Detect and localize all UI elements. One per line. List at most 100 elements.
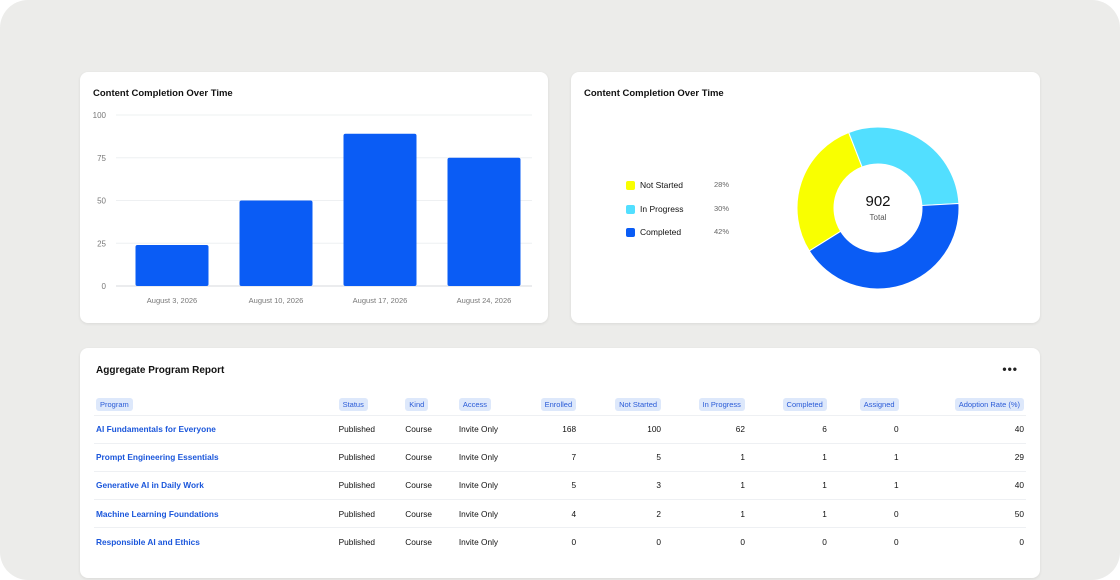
donut-chart-title: Content Completion Over Time xyxy=(584,88,724,99)
column-header-label: Status xyxy=(338,397,368,411)
table-cell: 62 xyxy=(663,414,747,444)
legend-swatch xyxy=(626,204,635,214)
table-cell: 4 xyxy=(531,499,579,528)
program-link[interactable]: Prompt Engineering Essentials xyxy=(94,442,337,472)
table-cell: 0 xyxy=(828,499,901,528)
more-options-button[interactable]: ••• xyxy=(1002,362,1018,376)
table-cell: Course xyxy=(403,527,457,556)
x-tick-label: August 24, 2026 xyxy=(457,296,512,305)
legend-swatch xyxy=(626,228,635,237)
table-row[interactable]: Machine Learning Foundations Published Cou… xyxy=(94,499,1026,528)
program-report-table: Program Status Kind Access Enrolled Not Start… xyxy=(94,391,1026,556)
donut-slice xyxy=(796,131,863,252)
bar xyxy=(135,244,209,286)
table-header-row: Program Status Kind Access Enrolled Not Start… xyxy=(94,391,1026,415)
table-cell: 168 xyxy=(531,414,579,444)
column-header[interactable]: Status xyxy=(337,391,404,415)
legend-percent: 42% xyxy=(714,227,730,236)
table-cell: 0 xyxy=(900,527,1026,556)
column-header-label: Assigned xyxy=(859,397,899,411)
bar-chart-title: Content Completion Over Time xyxy=(93,88,233,99)
bar xyxy=(447,157,521,286)
y-tick-label: 100 xyxy=(93,111,107,120)
bar-chart: 0 25 50 75 100 August 3, 2026 August 10, 2026 A… xyxy=(93,111,532,305)
y-tick-label: 25 xyxy=(97,239,106,248)
legend-item-not-started: Not Started 28% xyxy=(626,180,736,204)
column-header[interactable]: Adoption Rate (%) xyxy=(901,391,1026,415)
legend-swatch xyxy=(626,181,635,190)
program-link[interactable]: Responsible AI and Ethics xyxy=(94,527,337,556)
legend-item-completed: Completed 42% xyxy=(626,227,736,251)
bar-chart-card: Content Completion Over Time 0 25 50 75 100 A… xyxy=(80,72,548,323)
table-cell: 1 xyxy=(663,499,747,528)
table-row[interactable]: Prompt Engineering Essentials Published Co… xyxy=(94,442,1026,472)
table-cell: 100 xyxy=(578,414,664,444)
column-header[interactable]: Kind xyxy=(403,391,457,415)
column-header[interactable]: Assigned xyxy=(829,391,901,415)
column-header-label: Not Started xyxy=(615,397,662,411)
table-cell: 40 xyxy=(900,414,1026,444)
table-cell: 1 xyxy=(663,442,747,472)
table-cell: Invite Only xyxy=(456,470,532,500)
table-cell: Course xyxy=(403,414,457,444)
donut-slice xyxy=(848,126,960,207)
column-header-label: Completed xyxy=(782,397,827,411)
table-cell: 0 xyxy=(663,527,747,556)
table-cell: Published xyxy=(336,499,404,528)
table-cell: 2 xyxy=(578,499,664,528)
table-cell: 1 xyxy=(663,470,747,500)
table-cell: Published xyxy=(336,442,404,472)
report-title: Aggregate Program Report xyxy=(96,365,225,376)
legend-percent: 28% xyxy=(714,180,730,189)
program-link[interactable]: AI Fundamentals for Everyone xyxy=(94,414,337,444)
y-tick-label: 50 xyxy=(97,197,106,206)
column-header[interactable]: Access xyxy=(457,391,532,415)
donut-total-label: Total xyxy=(869,213,887,222)
column-header[interactable]: Completed xyxy=(747,391,829,415)
table-cell: 0 xyxy=(746,527,829,556)
bar xyxy=(343,133,417,286)
table-cell: Invite Only xyxy=(456,414,532,444)
table-body: AI Fundamentals for Everyone Published Cou… xyxy=(94,414,1026,556)
column-header-label: Program xyxy=(96,397,133,411)
x-tick-label: August 10, 2026 xyxy=(249,296,304,305)
program-link[interactable]: Machine Learning Foundations xyxy=(94,499,337,528)
table-cell: 0 xyxy=(828,414,901,444)
table-row[interactable]: AI Fundamentals for Everyone Published Cou… xyxy=(94,414,1026,444)
table-cell: 3 xyxy=(578,470,664,500)
table-cell: 5 xyxy=(578,442,664,472)
table-cell: Course xyxy=(403,499,457,528)
column-header-label: Kind xyxy=(405,397,429,411)
table-cell: 1 xyxy=(828,442,901,472)
table-cell: 50 xyxy=(900,499,1026,528)
column-header[interactable]: Program xyxy=(94,391,337,415)
table-cell: Published xyxy=(336,414,404,444)
x-tick-label: August 3, 2026 xyxy=(147,296,197,305)
table-row[interactable]: Responsible AI and Ethics Published Course… xyxy=(94,527,1026,556)
legend-label: Not Started xyxy=(640,180,683,190)
program-link[interactable]: Generative AI in Daily Work xyxy=(94,470,337,500)
column-header[interactable]: In Progress xyxy=(663,391,747,415)
table-cell: Invite Only xyxy=(456,499,532,528)
column-header[interactable]: Not Started xyxy=(578,391,663,415)
y-tick-label: 75 xyxy=(97,154,106,163)
y-tick-label: 0 xyxy=(102,282,107,291)
column-header-label: Adoption Rate (%) xyxy=(954,397,1024,411)
donut-chart xyxy=(796,126,960,290)
donut-center: 902 Total xyxy=(833,193,923,222)
table-cell: Published xyxy=(336,527,404,556)
table-cell: 1 xyxy=(746,499,829,528)
column-header[interactable]: Enrolled xyxy=(532,391,578,415)
table-cell: 1 xyxy=(828,470,901,500)
table-cell: 0 xyxy=(531,527,579,556)
donut-slice xyxy=(808,202,960,290)
bar xyxy=(239,200,313,286)
legend-label: In Progress xyxy=(640,203,684,214)
donut-chart-card: Content Completion Over Time Not Started… xyxy=(571,72,1040,323)
table-cell: 0 xyxy=(828,527,901,556)
table-row[interactable]: Generative AI in Daily Work Published Cour… xyxy=(94,470,1026,500)
column-header-label: In Progress xyxy=(698,397,745,411)
table-cell: 5 xyxy=(531,470,579,500)
table-cell: Invite Only xyxy=(456,442,532,472)
